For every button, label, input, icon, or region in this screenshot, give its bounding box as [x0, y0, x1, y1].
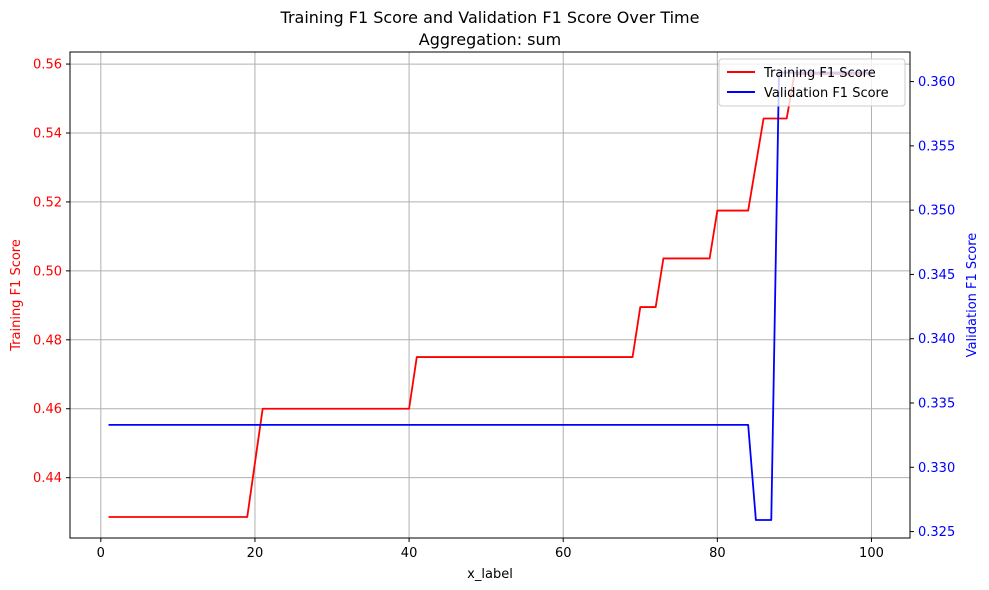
series-line-training	[108, 73, 872, 518]
x-tick-label: 60	[555, 546, 572, 561]
x-tick-label: 100	[859, 546, 884, 561]
y-axis-right: 0.325 0.330 0.335 0.340 0.345 0.350 0.355 0.360	[910, 75, 955, 540]
y-right-tick-label: 0.360	[918, 75, 955, 90]
x-axis: 0 20 40 60 80 100	[97, 538, 884, 561]
y-axis-left: 0.44 0.46 0.48 0.50 0.52 0.54 0.56	[33, 58, 70, 486]
y-left-tick-label: 0.48	[33, 333, 62, 348]
y-left-tick-label: 0.44	[33, 471, 62, 486]
y-right-tick-label: 0.330	[918, 461, 955, 476]
legend-label-validation: Validation F1 Score	[764, 86, 889, 101]
legend-label-training: Training F1 Score	[763, 66, 876, 81]
plot-frame	[69, 51, 911, 539]
y-left-tick-label: 0.52	[33, 195, 62, 210]
y-left-tick-label: 0.50	[33, 264, 62, 279]
y-left-tick-label: 0.54	[33, 127, 62, 142]
y-right-tick-label: 0.325	[918, 525, 955, 540]
y-right-tick-label: 0.340	[918, 332, 955, 347]
y-left-tick-label: 0.46	[33, 402, 62, 417]
grid	[70, 52, 910, 538]
x-tick-label: 0	[97, 546, 105, 561]
y-left-tick-label: 0.56	[33, 58, 62, 73]
series-lines	[108, 71, 872, 521]
legend-box	[718, 58, 906, 107]
chart-subtitle: Aggregation: sum	[419, 30, 561, 49]
legend: Training F1 Score Validation F1 Score	[718, 58, 906, 107]
y-right-tick-label: 0.350	[918, 204, 955, 219]
y-right-tick-label: 0.355	[918, 139, 955, 154]
x-tick-label: 40	[401, 546, 418, 561]
chart-title: Training F1 Score and Validation F1 Scor…	[280, 8, 700, 27]
y-axis-right-label: Validation F1 Score	[965, 233, 980, 358]
y-axis-left-label: Training F1 Score	[9, 239, 24, 352]
x-axis-label: x_label	[467, 567, 513, 582]
x-tick-label: 80	[709, 546, 726, 561]
x-tick-label: 20	[247, 546, 264, 561]
y-right-tick-label: 0.345	[918, 268, 955, 283]
y-right-tick-label: 0.335	[918, 397, 955, 412]
series-line-validation	[108, 71, 872, 521]
